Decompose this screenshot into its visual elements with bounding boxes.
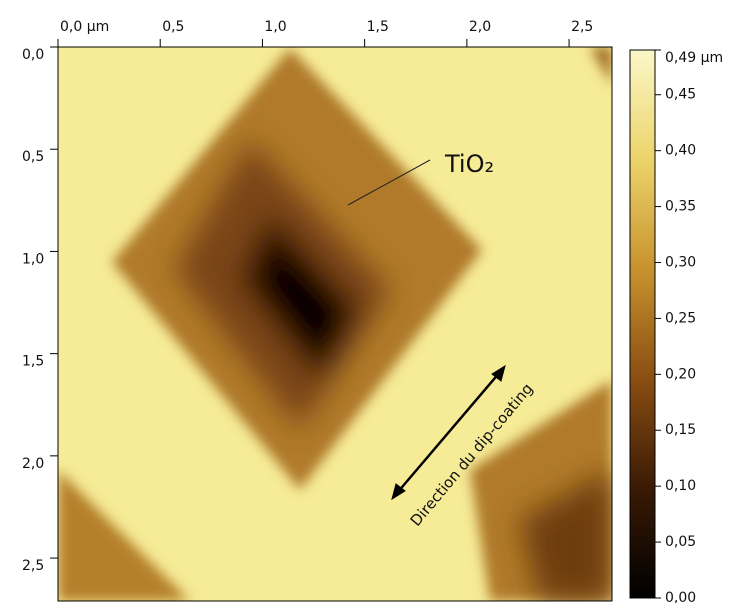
colorbar-tick-label: 0,20 <box>665 366 696 382</box>
colorbar-tick-label: 0,49 µm <box>665 50 723 66</box>
colorbar-tick-label: 0,00 <box>665 590 696 603</box>
annotation: TiO₂ <box>444 150 494 178</box>
y-tick-label: 1,0 <box>22 251 44 267</box>
x-tick-label: 2,5 <box>571 19 593 35</box>
y-tick-label: 0,0 <box>22 47 44 63</box>
annotation-pointer <box>347 159 431 206</box>
x-tick-label: 1,0 <box>264 19 286 35</box>
colorbar-tick-label: 0,30 <box>665 254 696 270</box>
y-tick-label: 2,0 <box>22 456 44 472</box>
colorbar-tick-label: 0,25 <box>665 310 696 326</box>
x-tick-label: 2,0 <box>469 19 491 35</box>
y-tick-label: 2,5 <box>22 558 44 574</box>
x-tick-label: 0,0 µm <box>60 19 109 35</box>
colorbar <box>629 49 656 599</box>
y-tick-label: 1,5 <box>22 354 44 370</box>
direction-arrow <box>391 364 506 501</box>
x-tick-label: 0,5 <box>162 19 184 35</box>
colorbar-tick-label: 0,35 <box>665 199 696 215</box>
y-tick-label: 0,5 <box>22 149 44 165</box>
afm-image <box>58 47 612 601</box>
colorbar-tick-label: 0,15 <box>665 422 696 438</box>
x-tick-label: 1,5 <box>367 19 389 35</box>
colorbar-tick-label: 0,10 <box>665 478 696 494</box>
colorbar-tick-label: 0,45 <box>665 87 696 103</box>
image-frame <box>57 46 613 602</box>
colorbar-tick-label: 0,05 <box>665 534 696 550</box>
colorbar-tick-label: 0,40 <box>665 143 696 159</box>
